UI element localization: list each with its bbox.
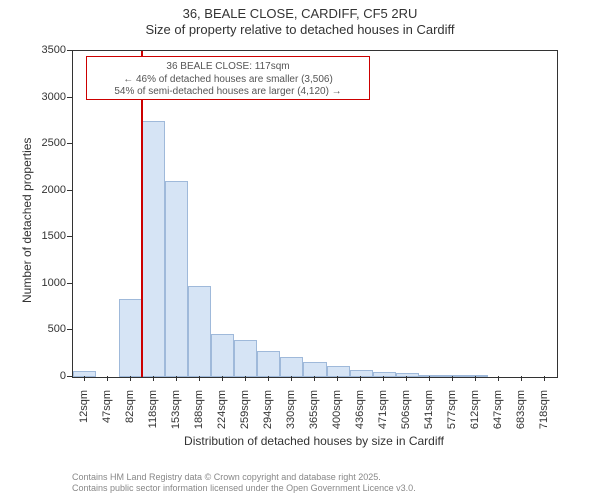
x-tick-label: 47sqm [101,390,113,440]
histogram-bar [234,340,257,377]
x-tick-label: 541sqm [423,390,435,440]
histogram-bar [165,181,188,377]
y-tick-label: 500 [26,323,66,335]
y-tick-mark [67,236,72,237]
x-tick-label: 612sqm [469,390,481,440]
x-tick-label: 294sqm [262,390,274,440]
footer-attribution: Contains HM Land Registry data © Crown c… [72,472,416,495]
x-tick-label: 400sqm [331,390,343,440]
x-tick-mark [544,376,545,381]
x-tick-label: 118sqm [147,390,159,440]
x-tick-mark [84,376,85,381]
y-tick-mark [67,376,72,377]
x-tick-mark [452,376,453,381]
x-tick-mark [222,376,223,381]
y-tick-label: 3500 [26,44,66,56]
x-tick-mark [429,376,430,381]
x-tick-mark [245,376,246,381]
histogram-bar [188,286,211,377]
x-tick-mark [291,376,292,381]
x-tick-label: 153sqm [170,390,182,440]
x-tick-label: 224sqm [216,390,228,440]
x-tick-label: 471sqm [377,390,389,440]
x-tick-label: 82sqm [124,390,136,440]
x-tick-label: 12sqm [78,390,90,440]
x-tick-mark [130,376,131,381]
x-tick-mark [360,376,361,381]
y-tick-mark [67,50,72,51]
annotation-line: 36 BEALE CLOSE: 117sqm [91,61,365,74]
y-tick-label: 2000 [26,184,66,196]
x-tick-mark [199,376,200,381]
y-tick-mark [67,143,72,144]
x-tick-label: 647sqm [492,390,504,440]
x-tick-label: 259sqm [239,390,251,440]
y-tick-label: 1500 [26,230,66,242]
x-tick-mark [498,376,499,381]
annotation-box: 36 BEALE CLOSE: 117sqm← 46% of detached … [86,56,370,100]
footer-line-1: Contains HM Land Registry data © Crown c… [72,472,416,483]
histogram-bar [303,362,326,377]
x-tick-mark [107,376,108,381]
x-tick-mark [475,376,476,381]
x-tick-label: 436sqm [354,390,366,440]
x-tick-mark [383,376,384,381]
x-tick-label: 365sqm [308,390,320,440]
x-tick-mark [337,376,338,381]
x-tick-label: 330sqm [285,390,297,440]
histogram-bar [257,351,280,377]
x-tick-mark [314,376,315,381]
x-tick-label: 506sqm [400,390,412,440]
histogram-bar [73,371,96,377]
chart-container: 36, BEALE CLOSE, CARDIFF, CF5 2RU Size o… [0,0,600,500]
y-tick-label: 3000 [26,91,66,103]
x-tick-mark [406,376,407,381]
x-tick-label: 683sqm [515,390,527,440]
annotation-line: 54% of semi-detached houses are larger (… [91,86,365,99]
x-tick-mark [153,376,154,381]
y-tick-mark [67,190,72,191]
y-tick-mark [67,97,72,98]
histogram-bar [211,334,234,377]
y-tick-mark [67,283,72,284]
y-tick-label: 1000 [26,277,66,289]
annotation-line: ← 46% of detached houses are smaller (3,… [91,74,365,87]
x-tick-mark [176,376,177,381]
title-block: 36, BEALE CLOSE, CARDIFF, CF5 2RU Size o… [0,6,600,39]
x-axis-label: Distribution of detached houses by size … [72,434,556,448]
y-tick-label: 0 [26,370,66,382]
histogram-bar [119,299,142,377]
x-tick-mark [521,376,522,381]
title-line-1: 36, BEALE CLOSE, CARDIFF, CF5 2RU [0,6,600,22]
title-line-2: Size of property relative to detached ho… [0,22,600,38]
footer-line-2: Contains public sector information licen… [72,483,416,494]
y-tick-label: 2500 [26,137,66,149]
y-tick-mark [67,329,72,330]
histogram-bar [280,357,303,377]
histogram-bar [142,121,165,377]
x-tick-mark [268,376,269,381]
x-tick-label: 188sqm [193,390,205,440]
x-tick-label: 577sqm [446,390,458,440]
x-tick-label: 718sqm [538,390,550,440]
